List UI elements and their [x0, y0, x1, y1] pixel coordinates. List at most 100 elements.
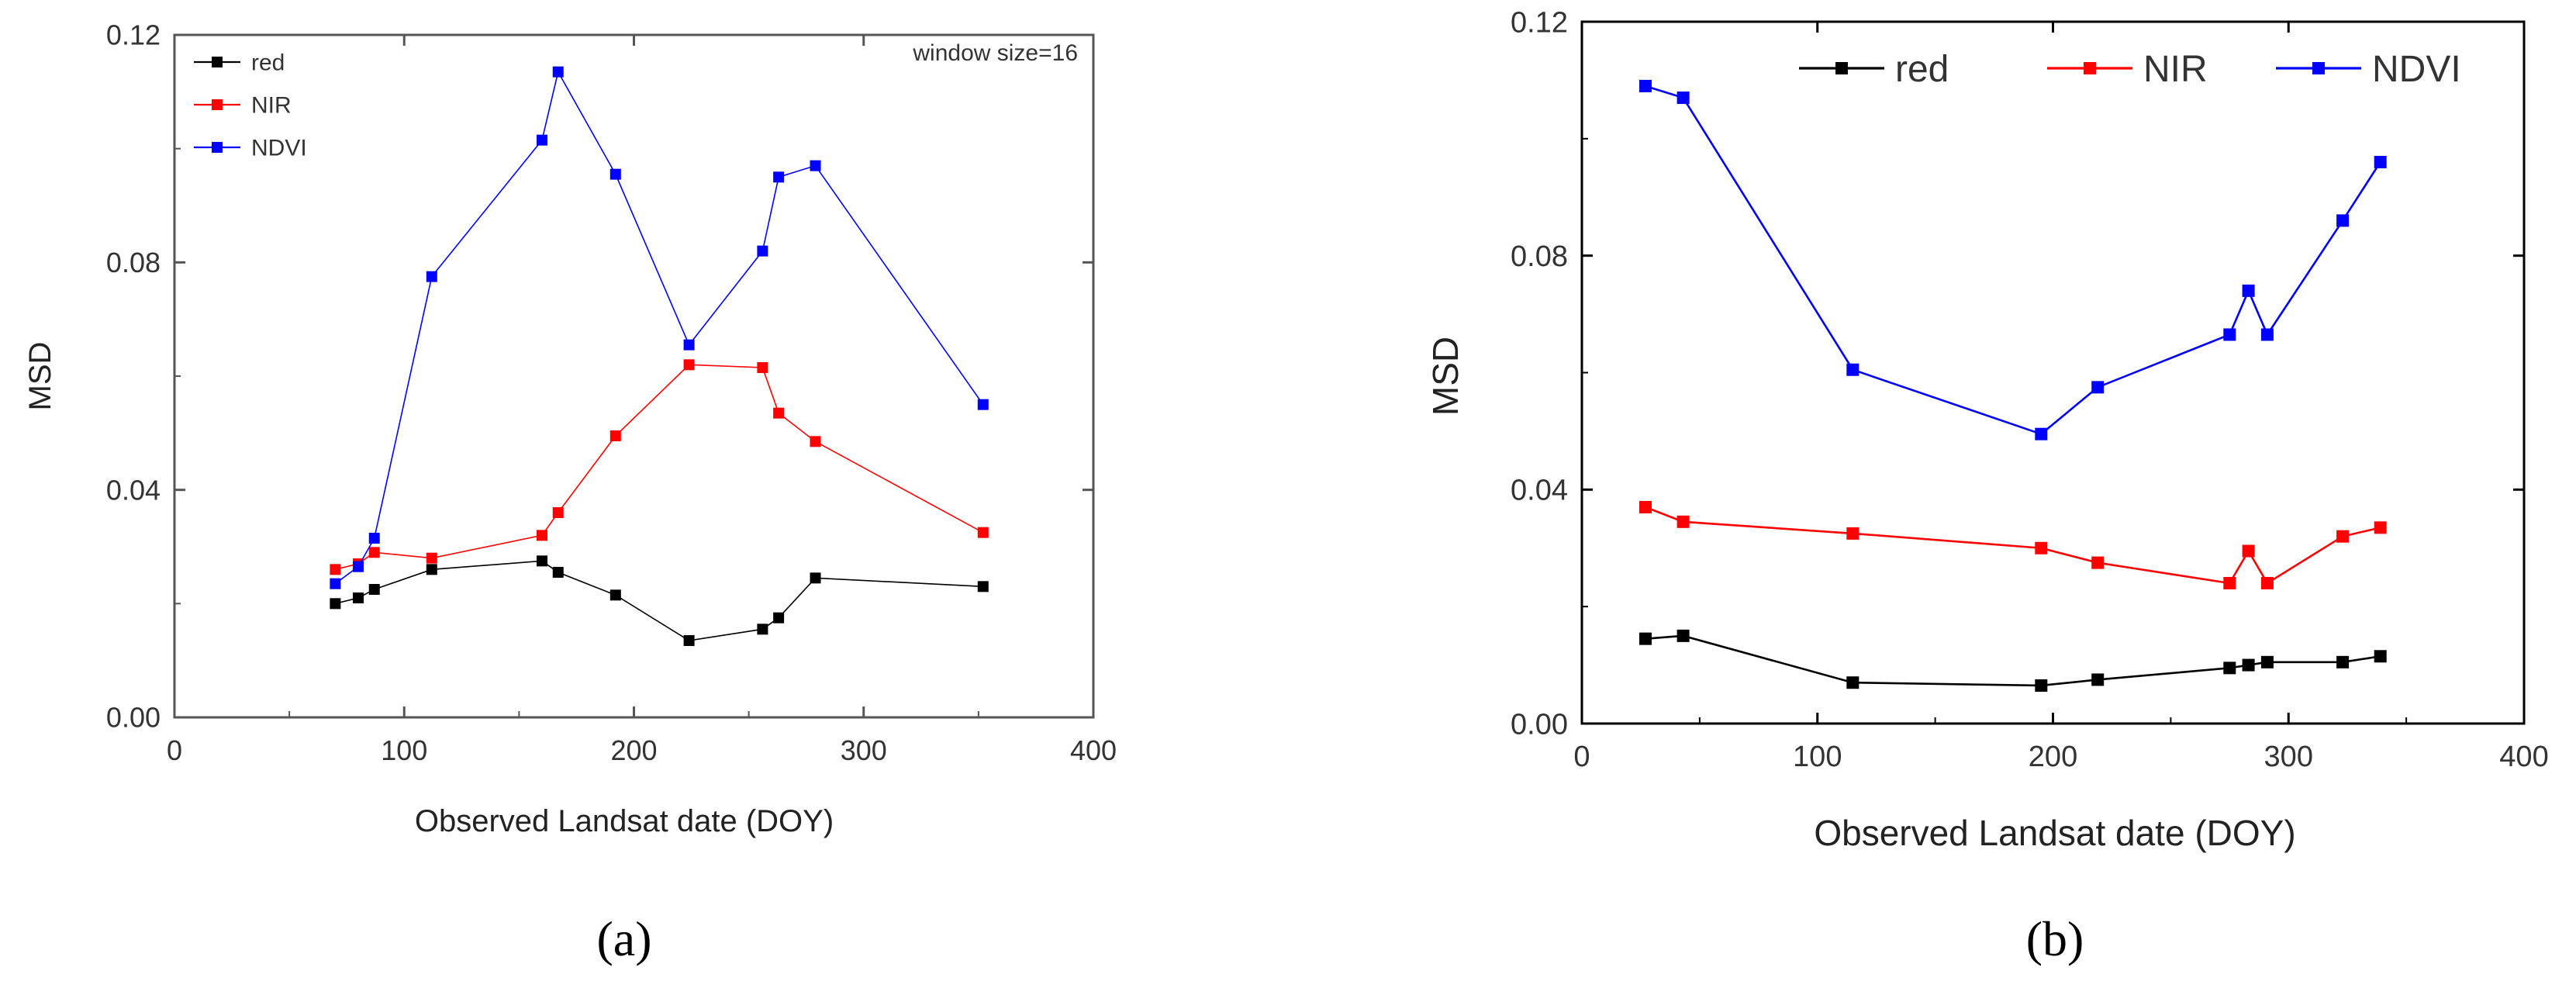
b-point-nir — [2336, 530, 2350, 543]
a-point-nir — [609, 430, 621, 441]
b-point-nir — [1639, 500, 1652, 513]
b-point-ndvi — [2223, 328, 2236, 341]
a-series-line-nir — [335, 364, 984, 571]
b-point-red — [1846, 676, 1859, 689]
a-panel-label: (a) — [596, 911, 651, 966]
a-point-nir — [537, 530, 547, 541]
b-point-nir — [1846, 527, 1859, 540]
b-xlabel: Observed Landsat date (DOY) — [1814, 813, 2295, 853]
b-point-red — [1676, 629, 1690, 642]
a-point-red — [537, 555, 547, 567]
a-ytick-label: 0.04 — [106, 474, 161, 506]
a-point-red — [552, 567, 564, 578]
a-xtick-label: 100 — [381, 734, 427, 766]
b-ytick-label: 0.12 — [1511, 6, 1568, 39]
a-series-line-ndvi — [334, 70, 984, 585]
b-point-red — [2336, 655, 2350, 668]
b-ytick-label: 0.00 — [1511, 708, 1568, 741]
b-point-nir — [2091, 556, 2105, 569]
b-point-red — [2242, 658, 2255, 672]
b-xtick-label: 400 — [2499, 741, 2548, 773]
a-legend-marker-nir — [212, 99, 223, 110]
b-xtick-label: 300 — [2264, 741, 2313, 773]
a-point-ndvi — [757, 245, 768, 257]
b-point-ndvi — [1676, 92, 1690, 105]
b-ylabel: MSD — [1425, 337, 1466, 416]
a-point-ndvi — [353, 561, 364, 572]
b-legend-marker-nir — [2084, 62, 2096, 74]
a-point-nir — [757, 362, 768, 373]
b-point-red — [1639, 632, 1652, 645]
b-legend-marker-ndvi — [2312, 62, 2325, 74]
b-point-red — [2374, 650, 2387, 663]
b-point-ndvi — [2242, 284, 2255, 297]
b-legend-label-ndvi: NDVI — [2372, 49, 2461, 90]
a-point-nir — [552, 507, 564, 518]
b-point-nir — [2260, 577, 2274, 589]
b-point-ndvi — [2374, 156, 2387, 168]
a-legend: red NIR NDVI — [194, 50, 307, 161]
a-annotation: window size=16 — [912, 40, 1078, 66]
b-point-ndvi — [1846, 363, 1859, 376]
a-xtick-label: 400 — [1070, 734, 1117, 766]
b-point-nir — [2374, 521, 2387, 534]
a-xtick-label: 300 — [841, 734, 887, 766]
a-ticks: 0 100 200 300 400 0.00 0.04 0.08 0.12 — [106, 19, 1117, 766]
panel-b: 0 100 200 300 400 0.00 0.04 0.08 0.12 red NIR NDVI… — [1425, 6, 2549, 966]
a-ytick-label: 0.12 — [106, 19, 161, 51]
b-ytick-label: 0.04 — [1511, 475, 1568, 507]
a-point-nir — [977, 527, 989, 538]
a-xtick-label: 200 — [610, 734, 657, 766]
a-point-red — [773, 612, 785, 624]
a-series — [330, 66, 989, 646]
b-point-red — [2035, 679, 2048, 692]
a-point-red — [977, 581, 989, 592]
b-series-line-ndvi — [1645, 85, 2381, 436]
b-legend-marker-red — [1835, 62, 1848, 74]
a-point-nir — [773, 407, 785, 419]
b-point-ndvi — [1639, 79, 1652, 92]
b-panel-label: (b) — [2026, 911, 2084, 966]
b-point-nir — [2242, 544, 2255, 558]
a-ylabel: MSD — [23, 342, 57, 411]
a-point-red — [757, 624, 768, 635]
a-point-nir — [368, 547, 380, 558]
a-legend-label-red: red — [251, 50, 285, 76]
a-legend-label-ndvi: NDVI — [251, 136, 307, 161]
b-series — [1639, 79, 2387, 692]
b-legend: red NIR NDVI — [1799, 49, 2461, 90]
a-ytick-label: 0.08 — [106, 247, 161, 278]
a-point-red — [810, 572, 821, 584]
a-point-red — [368, 584, 380, 595]
b-legend-label-nir: NIR — [2143, 49, 2208, 90]
b-series-line-red — [1645, 634, 2381, 687]
plot-frame-a — [173, 33, 1095, 719]
a-point-ndvi — [552, 66, 564, 78]
b-legend-label-red: red — [1895, 49, 1949, 90]
a-point-ndvi — [683, 339, 695, 351]
b-point-nir — [1676, 515, 1690, 528]
b-point-ndvi — [2260, 328, 2274, 341]
a-xtick-label: 0 — [167, 734, 182, 766]
a-point-nir — [426, 552, 437, 564]
b-point-ndvi — [2035, 427, 2048, 440]
panel-a: 0 100 200 300 400 0.00 0.04 0.08 0.12 red NIR NDVI… — [23, 19, 1117, 966]
a-point-nir — [330, 564, 341, 575]
a-point-ndvi — [773, 171, 785, 183]
a-legend-marker-ndvi — [212, 142, 223, 153]
a-point-ndvi — [368, 533, 380, 544]
a-xlabel: Observed Landsat date (DOY) — [415, 804, 834, 838]
a-ytick-label: 0.00 — [106, 702, 161, 734]
a-point-ndvi — [537, 134, 547, 146]
a-point-nir — [810, 436, 821, 447]
b-point-ndvi — [2091, 381, 2105, 394]
b-point-red — [2260, 655, 2274, 668]
b-point-ndvi — [2336, 214, 2350, 227]
b-ytick-label: 0.08 — [1511, 240, 1568, 273]
b-xtick-label: 100 — [1793, 741, 1842, 773]
a-point-ndvi — [977, 399, 989, 410]
plot-frame-b — [1580, 20, 2526, 725]
b-xtick-label: 200 — [2029, 741, 2077, 773]
b-point-nir — [2035, 541, 2048, 554]
